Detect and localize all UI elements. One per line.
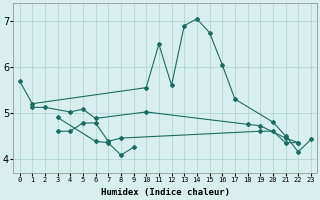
X-axis label: Humidex (Indice chaleur): Humidex (Indice chaleur) [101,188,230,197]
